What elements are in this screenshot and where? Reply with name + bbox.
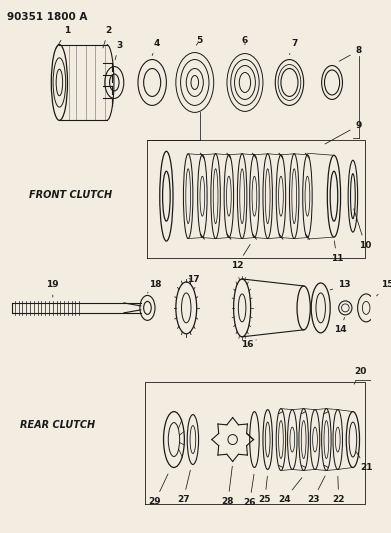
Text: 17: 17	[188, 276, 200, 285]
Text: 9: 9	[325, 121, 362, 144]
Text: 5: 5	[196, 36, 203, 45]
Text: 3: 3	[115, 41, 122, 60]
Text: 13: 13	[330, 280, 351, 290]
Text: 2: 2	[103, 26, 112, 48]
Text: 7: 7	[289, 39, 298, 54]
Text: 23: 23	[307, 476, 325, 504]
Text: 12: 12	[231, 245, 250, 270]
Text: 21: 21	[356, 452, 372, 472]
Text: 25: 25	[258, 476, 271, 504]
Text: 4: 4	[152, 39, 160, 55]
Text: 22: 22	[332, 476, 345, 504]
Text: 29: 29	[149, 474, 168, 506]
Text: 16: 16	[240, 340, 256, 349]
Text: 15: 15	[377, 280, 391, 296]
Text: FRONT CLUTCH: FRONT CLUTCH	[29, 190, 112, 200]
Text: 6: 6	[242, 36, 248, 45]
Text: 10: 10	[354, 209, 371, 249]
Text: 90351 1800 A: 90351 1800 A	[7, 12, 88, 22]
Text: 19: 19	[47, 280, 59, 297]
Text: REAR CLUTCH: REAR CLUTCH	[20, 419, 95, 430]
Text: 20: 20	[354, 367, 367, 384]
Text: 18: 18	[147, 280, 161, 293]
Text: 28: 28	[222, 466, 234, 506]
Text: 11: 11	[330, 241, 343, 263]
Text: 24: 24	[278, 478, 302, 504]
Text: 26: 26	[244, 474, 256, 507]
Text: 14: 14	[334, 318, 347, 334]
Text: 1: 1	[56, 26, 70, 48]
Text: 27: 27	[177, 470, 190, 504]
Text: 8: 8	[339, 46, 362, 61]
